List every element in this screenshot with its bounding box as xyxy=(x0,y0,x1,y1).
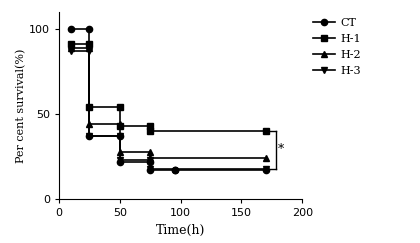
H-1 xyxy=(87,106,92,109)
H-1 xyxy=(68,43,74,46)
Line: CT: CT xyxy=(68,26,269,174)
CT xyxy=(68,28,74,31)
H-3 xyxy=(117,159,122,162)
H-3 xyxy=(148,167,153,170)
H-2 xyxy=(87,46,92,49)
CT xyxy=(172,169,177,172)
H-3 xyxy=(87,50,92,53)
H-1 xyxy=(263,130,268,133)
H-3 xyxy=(148,159,153,162)
H-2 xyxy=(87,123,92,126)
Y-axis label: Per cent survival(%): Per cent survival(%) xyxy=(16,49,26,163)
H-2 xyxy=(117,150,122,153)
H-1 xyxy=(117,125,122,128)
H-3 xyxy=(68,50,74,53)
H-2 xyxy=(117,123,122,126)
CT xyxy=(148,169,153,172)
H-1 xyxy=(117,106,122,109)
H-1 xyxy=(87,43,92,46)
H-1 xyxy=(148,125,153,128)
CT xyxy=(87,135,92,138)
H-1 xyxy=(148,130,153,133)
H-3 xyxy=(263,167,268,170)
H-2 xyxy=(148,157,153,160)
CT xyxy=(87,28,92,31)
H-3 xyxy=(87,135,92,138)
CT xyxy=(263,169,268,172)
X-axis label: Time(h): Time(h) xyxy=(156,224,205,237)
Line: H-3: H-3 xyxy=(68,48,269,172)
H-3 xyxy=(117,135,122,138)
Legend: CT, H-1, H-2, H-3: CT, H-1, H-2, H-3 xyxy=(313,18,361,76)
CT xyxy=(117,160,122,163)
H-2 xyxy=(148,150,153,153)
Text: *: * xyxy=(278,143,284,156)
Line: H-1: H-1 xyxy=(68,41,269,134)
CT xyxy=(172,169,177,172)
H-2 xyxy=(68,46,74,49)
CT xyxy=(148,160,153,163)
CT xyxy=(117,135,122,138)
H-2 xyxy=(263,157,268,160)
Line: H-2: H-2 xyxy=(68,45,269,162)
